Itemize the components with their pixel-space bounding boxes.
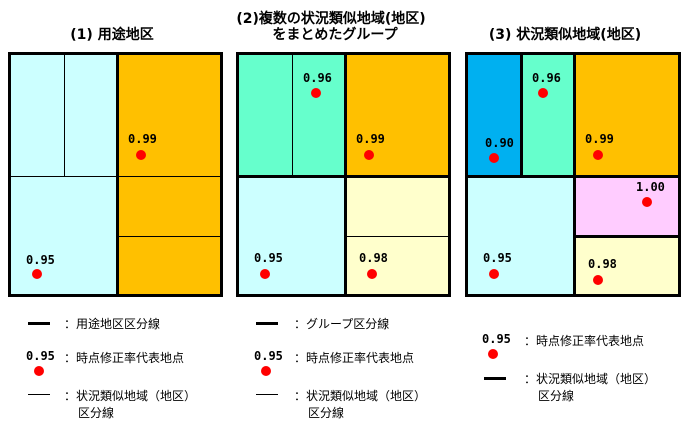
rate-label: 0.99 <box>356 132 385 146</box>
legend-text: 区分線 <box>538 389 575 403</box>
representative-point-dot <box>260 269 270 279</box>
representative-point-dot <box>311 88 321 98</box>
panel3-area-pink <box>575 176 678 236</box>
thin-boundary-line <box>117 176 220 177</box>
legend-point-value: 0.95 <box>482 332 511 346</box>
rate-label: 0.95 <box>26 253 55 267</box>
rate-label: 0.95 <box>254 251 283 265</box>
legend-thick-line <box>256 322 278 325</box>
rate-label: 0.98 <box>359 251 388 265</box>
legend-text: ：時点修正率代表地点 <box>64 351 185 365</box>
thick-boundary-line <box>574 235 678 238</box>
legend-point-dot <box>261 366 271 376</box>
thick-boundary-line <box>573 55 576 294</box>
panel2-group-lower-right <box>345 176 448 294</box>
panel3-area-lower-right <box>575 236 678 294</box>
representative-point-dot <box>593 150 603 160</box>
legend-text: ：時点修正率代表地点 <box>294 351 415 365</box>
legend-text: ：グループ区分線 <box>294 317 390 331</box>
thin-boundary-line <box>64 55 65 176</box>
thick-boundary-line <box>468 175 678 178</box>
thick-boundary-line <box>239 175 448 178</box>
legend-point-value: 0.95 <box>254 349 283 363</box>
panel2-title-line1: (2)複数の状況類似地域(地区) <box>236 11 426 27</box>
representative-point-dot <box>367 269 377 279</box>
legend-text: ：状況類似地域（地区） <box>294 389 427 403</box>
legend-point-value: 0.95 <box>26 349 55 363</box>
thick-boundary-line <box>116 55 119 294</box>
representative-point-dot <box>136 150 146 160</box>
legend-thick-line <box>484 377 506 380</box>
representative-point-dot <box>489 153 499 163</box>
panel3-area-lower-left <box>468 176 575 294</box>
panel2-map: 0.96 0.99 0.95 0.98 <box>236 52 451 297</box>
legend-text: ：状況類似地域（地区） <box>524 372 657 386</box>
rate-label: 0.90 <box>485 136 514 150</box>
legend-point-dot <box>34 366 44 376</box>
representative-point-dot <box>364 150 374 160</box>
panel2-group-lower-left <box>239 176 345 294</box>
legend-text: ：用途地区区分線 <box>64 317 161 331</box>
panel2-group-orange <box>345 55 448 176</box>
rate-label: 0.96 <box>532 71 561 85</box>
rate-label: 1.00 <box>636 180 665 194</box>
rate-label: 0.98 <box>588 257 617 271</box>
thick-boundary-line <box>520 55 523 176</box>
legend-thin-line <box>256 394 278 395</box>
panel2-title-line2: をまとめたグループ <box>272 27 398 43</box>
rate-label: 0.96 <box>303 71 332 85</box>
representative-point-dot <box>489 269 499 279</box>
legend-point-dot <box>488 349 498 359</box>
rate-label: 0.99 <box>128 132 157 146</box>
representative-point-dot <box>642 197 652 207</box>
legend-thick-line <box>28 322 50 325</box>
rate-label: 0.95 <box>483 251 512 265</box>
thick-boundary-line <box>344 55 347 294</box>
panel3-area-orange <box>575 55 678 176</box>
panel1-area-lower-left <box>11 176 117 294</box>
legend-text: ：時点修正率代表地点 <box>524 334 645 348</box>
representative-point-dot <box>593 275 603 285</box>
thin-boundary-line <box>345 236 448 237</box>
thin-boundary-line <box>117 236 220 237</box>
thin-boundary-line <box>292 55 293 176</box>
panel3-area-mint <box>521 55 575 176</box>
panel3-map: 0.90 0.96 0.99 1.00 0.95 0.98 <box>465 52 681 297</box>
legend-text: 区分線 <box>308 406 345 420</box>
panel1-map: 0.99 0.95 <box>8 52 223 297</box>
legend-text: 区分線 <box>78 406 115 420</box>
rate-label: 0.99 <box>585 132 614 146</box>
legend-text: ：状況類似地域（地区） <box>64 389 197 403</box>
legend-thin-line <box>28 394 50 395</box>
panel1-title: (1) 用途地区 <box>70 27 154 43</box>
thin-boundary-line <box>11 176 117 177</box>
panel1-area-right <box>117 55 220 294</box>
panel3-title: (3) 状況類似地域(地区) <box>488 27 642 43</box>
representative-point-dot <box>538 88 548 98</box>
representative-point-dot <box>32 269 42 279</box>
